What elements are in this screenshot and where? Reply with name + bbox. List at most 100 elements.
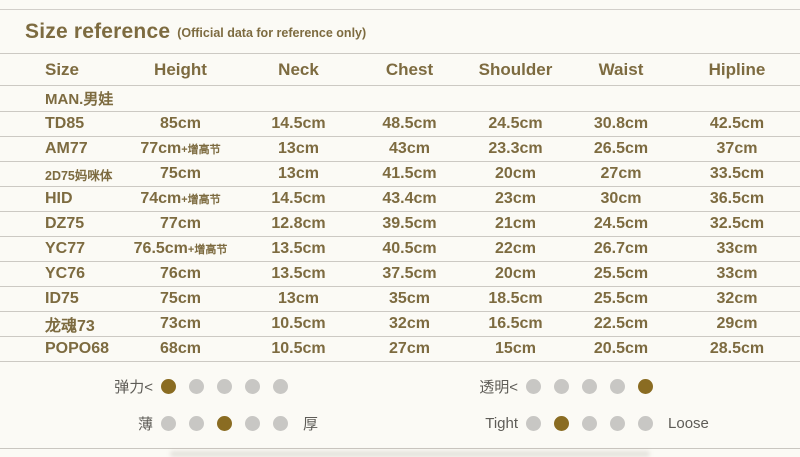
cell-hipline: 28.5cm: [674, 336, 800, 362]
thickness-thin-label: 薄: [137, 415, 153, 433]
cell-neck: 10.5cm: [241, 311, 356, 337]
table-header-row: Size Height Neck Chest Shoulder Waist Hi…: [0, 53, 800, 86]
cell-hipline: 32.5cm: [674, 211, 800, 237]
cell-size: HID: [0, 186, 120, 212]
table-row: POPO68 68cm 10.5cm 27cm 15cm 20.5cm 28.5…: [0, 336, 800, 362]
cell-chest: 27cm: [356, 336, 463, 362]
cell-shoulder: 15cm: [463, 336, 568, 362]
col-header-shoulder: Shoulder: [463, 53, 568, 86]
size-table: Size Height Neck Chest Shoulder Waist Hi…: [0, 53, 800, 362]
cell-chest: 39.5cm: [356, 211, 463, 237]
cell-neck: 14.5cm: [241, 111, 356, 137]
empty-dot: [610, 415, 626, 431]
section-row-man: MAN.男娃: [0, 85, 800, 112]
empty-dot: [582, 378, 598, 394]
cell-height: 75cm: [120, 161, 241, 187]
empty-dot: [554, 378, 570, 394]
cell-chest: 40.5cm: [356, 236, 463, 262]
cell-waist: 25.5cm: [568, 261, 674, 287]
cell-waist: 26.5cm: [568, 136, 674, 162]
cell-chest: 37.5cm: [356, 261, 463, 287]
empty-dot: [217, 378, 232, 394]
cell-neck: 13.5cm: [241, 236, 356, 262]
title-row: Size reference (Official data for refere…: [0, 10, 800, 53]
cell-shoulder: 23.3cm: [463, 136, 568, 162]
cell-neck: 13.5cm: [241, 261, 356, 287]
cell-size: 龙魂73: [0, 311, 120, 337]
legend-elasticity: 弹力<: [105, 376, 318, 396]
page-subtitle: (Official data for reference only): [177, 26, 367, 40]
filled-dot: [638, 378, 654, 394]
cell-height: 74cm+增高节: [120, 186, 241, 212]
fit-tight-label: Tight: [485, 414, 519, 432]
cell-size: ID75: [0, 286, 120, 312]
elasticity-dots: [161, 378, 301, 394]
empty-dot: [189, 415, 204, 431]
table-row: YC76 76cm 13.5cm 37.5cm 20cm 25.5cm 33cm: [0, 261, 800, 287]
fit-loose-label: Loose: [668, 414, 709, 432]
cell-waist: 26.7cm: [568, 236, 674, 262]
cell-waist: 22.5cm: [568, 311, 674, 337]
cell-size: AM77: [0, 136, 120, 162]
empty-dot: [526, 415, 542, 431]
legend-transparency: 透明<: [466, 376, 709, 396]
cell-size: DZ75: [0, 211, 120, 237]
legend: 弹力< 薄 厚 透明< Tight Loose: [0, 362, 800, 442]
filled-dot: [161, 378, 176, 394]
cell-chest: 32cm: [356, 311, 463, 337]
legend-fit: Tight Loose: [466, 413, 709, 433]
cell-neck: 13cm: [241, 136, 356, 162]
thickness-thick-label: 厚: [303, 415, 319, 433]
col-header-waist: Waist: [568, 53, 674, 86]
table-row: DZ75 77cm 12.8cm 39.5cm 21cm 24.5cm 32.5…: [0, 211, 800, 237]
cell-waist: 25.5cm: [568, 286, 674, 312]
cell-height: 76cm: [120, 261, 241, 287]
bottom-divider: [0, 448, 800, 449]
empty-dot: [273, 378, 288, 394]
cell-chest: 43cm: [356, 136, 463, 162]
col-header-hipline: Hipline: [674, 53, 800, 86]
cell-size: POPO68: [0, 336, 120, 362]
legend-thickness: 薄 厚: [105, 413, 318, 433]
cell-height: 77cm: [120, 211, 241, 237]
cell-shoulder: 18.5cm: [463, 286, 568, 312]
table-row: TD85 85cm 14.5cm 48.5cm 24.5cm 30.8cm 42…: [0, 111, 800, 137]
empty-dot: [526, 378, 542, 394]
table-row: 龙魂73 73cm 10.5cm 32cm 16.5cm 22.5cm 29cm: [0, 311, 800, 337]
empty-dot: [582, 415, 598, 431]
cell-size: 2D75妈咪体: [0, 161, 120, 187]
cell-hipline: 37cm: [674, 136, 800, 162]
cell-shoulder: 24.5cm: [463, 111, 568, 137]
col-header-height: Height: [120, 53, 241, 86]
cell-waist: 30cm: [568, 186, 674, 212]
table-row: AM77 77cm+增高节 13cm 43cm 23.3cm 26.5cm 37…: [0, 136, 800, 162]
cell-hipline: 29cm: [674, 311, 800, 337]
thickness-dots: [161, 415, 301, 431]
table-row: ID75 75cm 13cm 35cm 18.5cm 25.5cm 32cm: [0, 286, 800, 312]
cell-height: 68cm: [120, 336, 241, 362]
empty-dot: [273, 415, 288, 431]
cell-height: 73cm: [120, 311, 241, 337]
cell-chest: 48.5cm: [356, 111, 463, 137]
filled-dot: [554, 415, 570, 431]
cell-chest: 43.4cm: [356, 186, 463, 212]
size-reference-card: Size reference (Official data for refere…: [0, 9, 800, 457]
cell-shoulder: 23cm: [463, 186, 568, 212]
empty-dot: [161, 415, 176, 431]
fit-dots: [526, 415, 666, 431]
cell-hipline: 32cm: [674, 286, 800, 312]
cell-neck: 13cm: [241, 161, 356, 187]
col-header-chest: Chest: [356, 53, 463, 86]
empty-dot: [638, 415, 654, 431]
cell-hipline: 42.5cm: [674, 111, 800, 137]
cell-neck: 12.8cm: [241, 211, 356, 237]
cell-neck: 14.5cm: [241, 186, 356, 212]
cell-height: 76.5cm+增高节: [120, 236, 241, 262]
cell-height: 77cm+增高节: [120, 136, 241, 162]
cell-size: YC77: [0, 236, 120, 262]
empty-dot: [189, 378, 204, 394]
cell-size: YC76: [0, 261, 120, 287]
table-row: 2D75妈咪体 75cm 13cm 41.5cm 20cm 27cm 33.5c…: [0, 161, 800, 187]
cutoff-content-edge: [170, 451, 650, 457]
cell-hipline: 36.5cm: [674, 186, 800, 212]
